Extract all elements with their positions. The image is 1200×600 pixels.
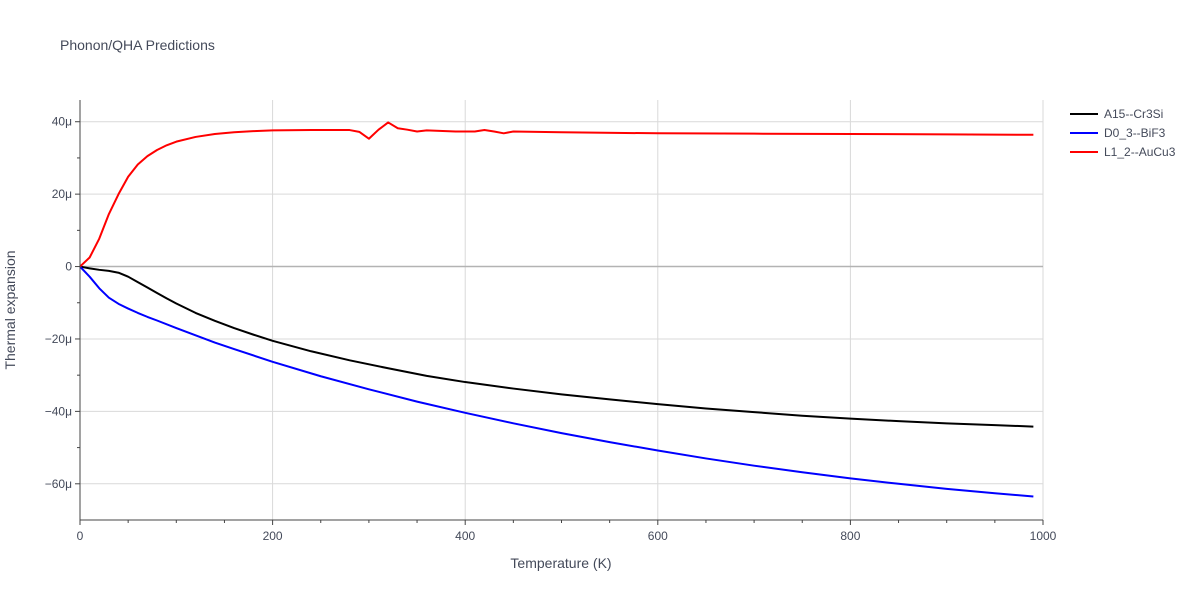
x-axis-ticks: 0 200 400 600 800 1000 (77, 520, 1057, 543)
x-tick-label: 800 (840, 529, 860, 543)
legend-label-a15-cr3si: A15--Cr3Si (1104, 107, 1163, 121)
y-axis-title: Thermal expansion (2, 250, 18, 369)
chart-title: Phonon/QHA Predictions (60, 37, 215, 53)
x-tick-label: 1000 (1030, 529, 1057, 543)
gridlines (80, 100, 1044, 520)
x-tick-label: 200 (263, 529, 283, 543)
y-tick-label: −40μ (45, 404, 72, 418)
legend: A15--Cr3Si D0_3--BiF3 L1_2--AuCu3 (1070, 107, 1176, 159)
series-line-a15-cr3si (79, 265, 1034, 428)
y-axis-ticks: −60μ −40μ −20μ 0 20μ 40μ (45, 115, 80, 491)
legend-label-d0-3-bif3: D0_3--BiF3 (1104, 126, 1166, 140)
y-tick-label: −60μ (45, 477, 72, 491)
x-axis-title: Temperature (K) (510, 555, 611, 571)
y-tick-label: −20μ (45, 332, 72, 346)
series-layer (79, 121, 1034, 498)
x-tick-label: 0 (77, 529, 84, 543)
y-tick-label: 40μ (52, 115, 72, 129)
y-tick-label: 0 (65, 260, 72, 274)
x-tick-label: 600 (648, 529, 668, 543)
axes (79, 100, 1043, 521)
series-line-d0-3-bif3 (79, 265, 1034, 498)
legend-label-l1-2-aucu3: L1_2--AuCu3 (1104, 145, 1176, 159)
series-line-l1-2-aucu3 (79, 121, 1034, 268)
x-tick-label: 400 (455, 529, 475, 543)
y-tick-label: 20μ (52, 187, 72, 201)
